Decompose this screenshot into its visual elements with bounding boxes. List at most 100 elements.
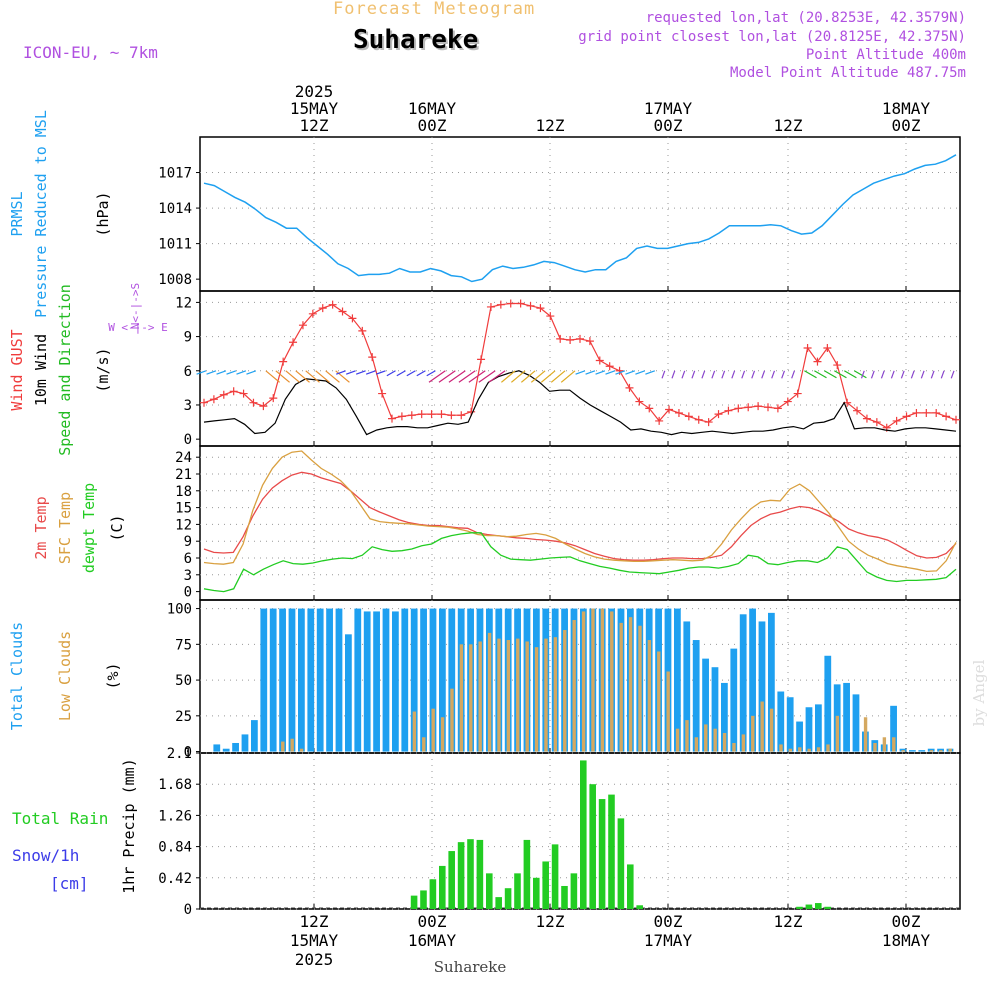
low-cloud-bar-54	[713, 728, 717, 752]
gust-point-60	[793, 389, 802, 398]
wind-direction-arrow-20	[396, 370, 406, 377]
gust-point-50	[694, 415, 703, 424]
top-time-label-3-0: 17MAY	[644, 99, 693, 118]
wind-direction-arrow-42	[615, 370, 626, 375]
credit-watermark: by Angel	[970, 659, 988, 726]
low-cloud-bar-30	[487, 632, 492, 752]
gust-point-33	[526, 301, 535, 310]
ytick-label-0-1: 1011	[158, 237, 192, 253]
ytick-label-3-3: 75	[175, 637, 192, 653]
wind-direction-arrow-32	[510, 370, 526, 383]
ytick-label-4-4: 1.68	[158, 777, 192, 793]
low-cloud-bar-72	[882, 737, 887, 752]
wind-direction-arrow-8	[285, 370, 300, 383]
wind-speed-direction-label: Speed and Direction	[56, 284, 74, 456]
gust-point-44	[635, 397, 644, 406]
wind-direction-arrow-43	[625, 370, 636, 375]
total-cloud-bar-24	[429, 608, 437, 752]
rain-bar-23	[420, 890, 427, 909]
gust-point-38	[576, 334, 584, 343]
low-cloud-bar-23	[422, 737, 426, 752]
total-cloud-bar-60	[768, 612, 775, 752]
series-gust-line	[203, 302, 957, 429]
top-time-label-2-0: 12Z	[536, 116, 565, 135]
ytick-label-2-7: 21	[175, 467, 192, 483]
total-cloud-bar-63	[796, 721, 803, 752]
gust-point-31	[506, 299, 515, 308]
total-cloud-bar-18	[373, 611, 380, 752]
series-wind-line	[203, 370, 957, 436]
gust-point-8	[279, 357, 288, 366]
wind-direction-arrow-11	[315, 370, 330, 383]
gust-point-18	[378, 389, 387, 398]
ytick-label-4-2: 0.84	[158, 840, 192, 856]
gust-point-17	[368, 353, 377, 362]
wind-direction-arrow-22	[416, 370, 426, 377]
ytick-label-1-2: 6	[184, 364, 192, 380]
wind-direction-arrow-69	[890, 370, 895, 379]
low-cloud-bar-78	[939, 750, 943, 752]
gust-point-3	[229, 387, 238, 396]
gust-point-47	[665, 405, 674, 414]
bottom-time-label-3-0: 00Z	[654, 912, 683, 931]
grid-point-coords: grid point closest lon,lat (20.8125E, 42…	[578, 29, 966, 45]
total-cloud-bar-57	[739, 614, 747, 752]
wind-direction-arrow-10	[305, 370, 320, 383]
low-cloud-bar-48	[657, 651, 661, 752]
point-altitude: Point Altitude 400m	[805, 47, 966, 63]
gust-point-49	[684, 412, 693, 421]
low-cloud-bar-43	[610, 611, 614, 752]
model-label: ICON-EU, ~ 7km	[23, 43, 158, 62]
low-cloud-bar-49	[666, 671, 670, 752]
wind-direction-arrow-60	[804, 370, 817, 379]
total-cloud-bar-10	[298, 608, 305, 752]
total-cloud-bar-16	[354, 608, 362, 752]
wind-direction-arrow-35	[540, 370, 556, 383]
total-cloud-bar-73	[890, 705, 897, 752]
gust-point-74	[932, 408, 941, 417]
bottom-time-label-5-0: 00Z	[892, 912, 921, 931]
low-cloud-bar-67	[835, 715, 840, 752]
top-time-label-5-0: 18MAY	[882, 99, 931, 118]
wind-direction-arrow-29	[478, 370, 496, 383]
total-cloud-bar-78	[937, 748, 944, 752]
prmsl-label: PRMSL	[8, 191, 26, 236]
wind-direction-arrow-59	[791, 370, 795, 379]
rain-bar-34	[523, 839, 531, 909]
wind-direction-arrow-23	[426, 370, 436, 377]
wind-direction-arrow-57	[771, 370, 776, 379]
bottom-time-label-0-0: 12Z	[300, 912, 329, 931]
ytick-label-1-4: 12	[175, 295, 192, 311]
rain-bar-46	[636, 905, 643, 909]
bottom-time-label-1-1: 16MAY	[408, 931, 457, 950]
gust-point-51	[704, 418, 713, 427]
low-cloud-bar-71	[873, 742, 877, 752]
low-cloud-bar-36	[544, 638, 548, 752]
bottom-time-label-5-1: 18MAY	[882, 931, 931, 950]
cloud-unit-label: (%)	[104, 662, 122, 689]
low-cloud-bar-62	[788, 748, 793, 752]
total-cloud-bar-52	[692, 640, 700, 752]
wind-direction-arrow-0	[196, 370, 207, 375]
total-cloud-bar-21	[401, 608, 409, 752]
low-cloud-bar-79	[948, 748, 952, 752]
low-cloud-bar-44	[619, 622, 623, 752]
gust-point-36	[556, 334, 565, 343]
low-cloud-bar-61	[779, 744, 783, 752]
low-cloud-bar-28	[469, 644, 473, 752]
total-cloud-bar-51	[683, 621, 691, 752]
total-cloud-bar-19	[382, 608, 390, 752]
ytick-label-2-6: 18	[175, 484, 192, 500]
ytick-label-4-0: 0	[184, 902, 192, 918]
rain-bar-42	[598, 799, 606, 909]
gust-point-46	[655, 416, 664, 425]
dewpt-temp-label: dewpt Temp	[80, 483, 98, 573]
gust-point-28	[477, 355, 486, 364]
meteogram-subtitle: Forecast Meteogram	[333, 0, 536, 19]
ytick-label-2-4: 12	[175, 517, 192, 533]
low-cloud-bar-27	[459, 644, 464, 752]
location-title: Suhareke	[353, 25, 479, 55]
top-time-label-3-1: 00Z	[654, 116, 683, 135]
low-cloud-bar-74	[901, 750, 905, 752]
series-dewpt-temp-line	[203, 532, 957, 593]
